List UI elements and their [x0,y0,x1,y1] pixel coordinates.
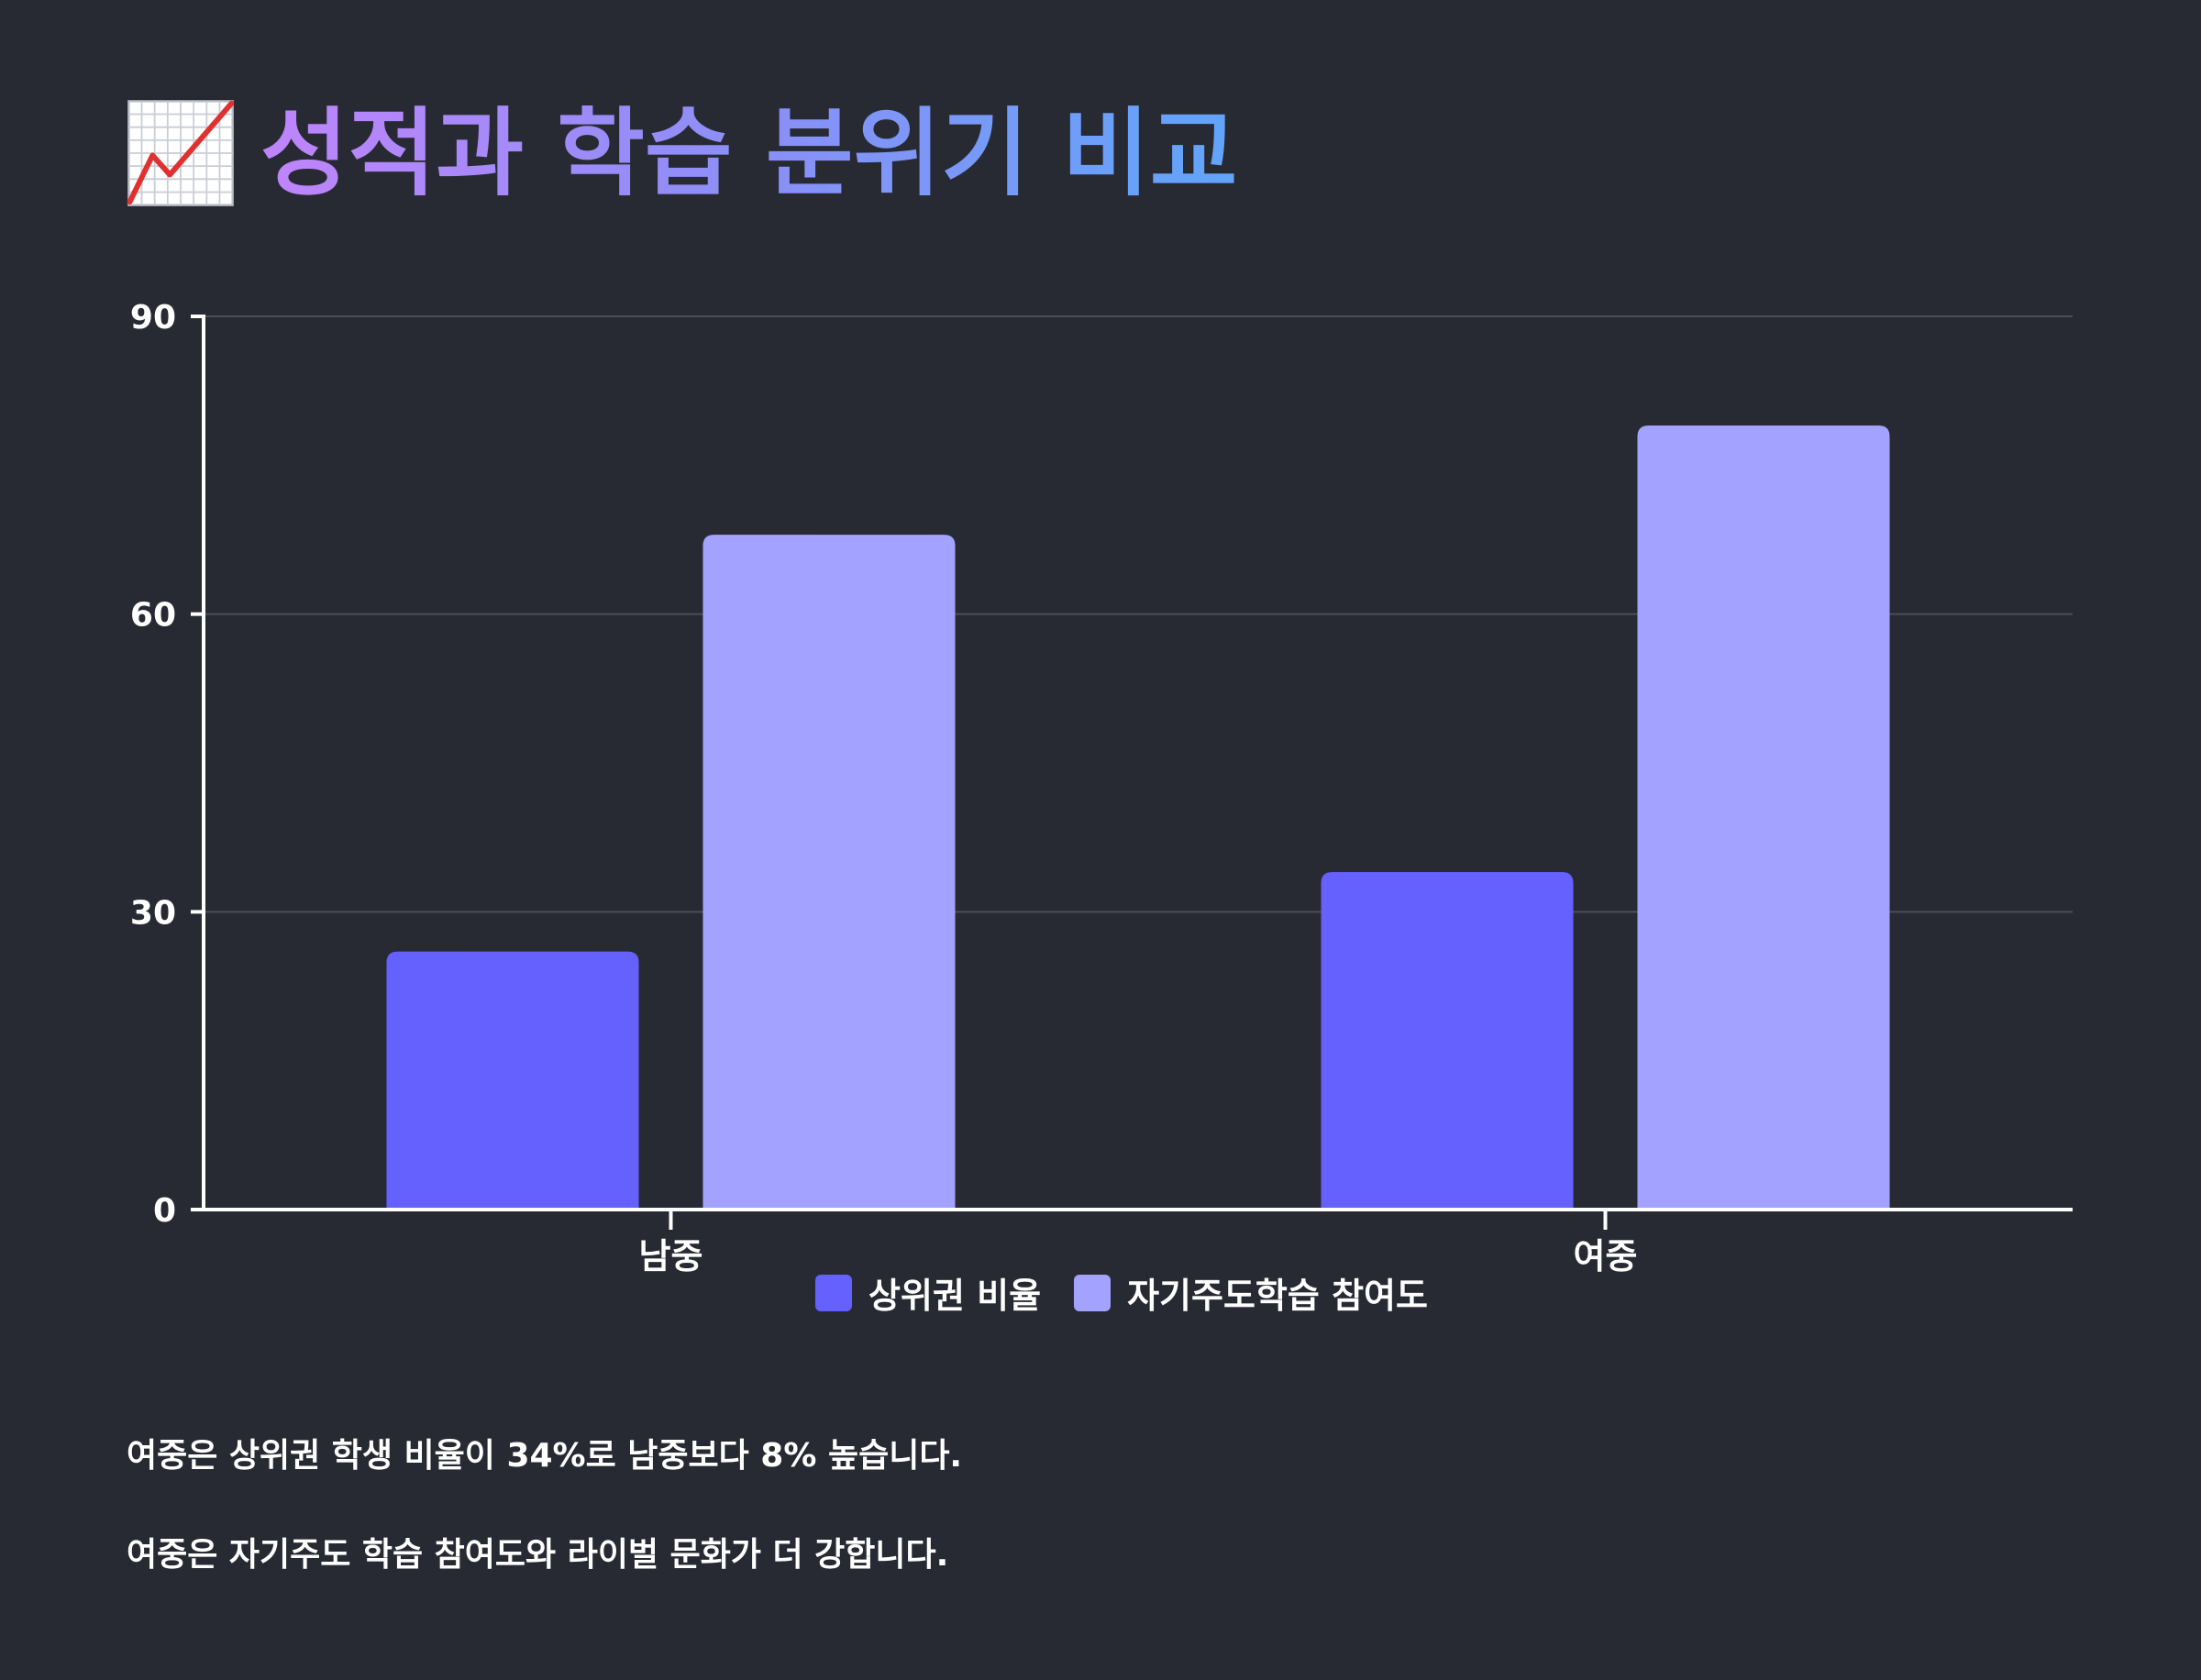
legend-item-top-ratio[interactable]: 상위권 비율 [815,1267,1041,1318]
bar-self-study-boys[interactable] [702,535,956,1210]
y-tick-label: 90 [130,299,176,337]
axes [191,315,2073,1230]
bars [386,426,1890,1210]
y-tick-label: 0 [153,1192,176,1230]
insight-note-1: 여중은 상위권 학생 비율이 34%로 남중보다 8% 높습니다. [127,1429,962,1476]
insight-note-1-prefix: 여중은 상위권 학생 비율이 [127,1437,507,1475]
insight-note-1-suffix: 높습니다. [816,1437,963,1475]
insight-note-1-value-diff: 8% [760,1437,817,1475]
legend-swatch-top-ratio [815,1274,853,1311]
chart-legend: 상위권 비율 자기주도학습 참여도 [0,1267,2201,1318]
legend-label-self-study: 자기주도학습 참여도 [1127,1276,1428,1316]
chart-title-row: 성적과 학습 분위기 비교 [127,99,1237,207]
legend-swatch-self-study [1074,1274,1112,1311]
insight-note-2: 여중은 자기주도 학습 참여도와 라이벌 문화가 더 강합니다. [127,1536,949,1574]
insight-note-1-mid: 로 남중보다 [585,1437,761,1475]
legend-item-self-study[interactable]: 자기주도학습 참여도 [1074,1267,1428,1318]
insight-note-1-value-girls: 34% [506,1437,586,1475]
y-tick-label: 30 [130,894,176,932]
chart-increasing-icon [127,100,235,206]
bar-self-study-girls[interactable] [1637,426,1890,1210]
bar-top-ratio-boys[interactable] [386,951,639,1210]
chart-title: 성적과 학습 분위기 비교 [260,97,1238,209]
bar-chart: 0 30 60 90 남중 여중 [130,299,2073,1277]
bar-top-ratio-girls[interactable] [1321,872,1574,1210]
x-tick-label: 남중 [639,1236,703,1277]
x-tick-label: 여중 [1574,1236,1638,1277]
y-tick-label: 60 [130,597,176,635]
axis-labels: 0 30 60 90 남중 여중 [130,299,1638,1277]
legend-label-top-ratio: 상위권 비율 [868,1276,1042,1316]
